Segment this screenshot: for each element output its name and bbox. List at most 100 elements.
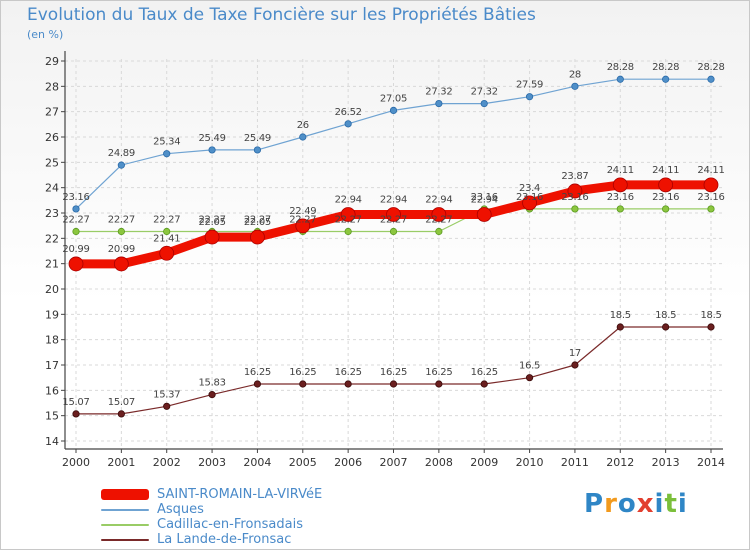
data-label: 23.4 [519,183,540,194]
data-label: 15.07 [62,397,89,408]
legend-swatch [101,539,149,541]
x-tick-label: 2006 [334,456,362,469]
x-tick-label: 2000 [62,456,90,469]
data-point [340,207,356,222]
data-point [662,205,670,213]
data-label: 15.07 [108,397,135,408]
x-tick-label: 2001 [107,456,135,469]
data-point [707,205,715,213]
data-label: 22.27 [108,214,135,225]
y-tick-label: 26 [45,131,59,144]
x-tick-label: 2003 [198,456,226,469]
y-tick-label: 15 [45,410,59,423]
data-label: 25.34 [153,137,180,148]
y-tick-label: 17 [45,359,59,372]
legend-item: Cadillac-en-Fronsadais [101,517,401,532]
data-label: 18.5 [655,310,676,321]
data-label: 16.25 [335,367,362,378]
brand-letter: i [654,489,665,519]
data-point [525,374,534,382]
data-point [299,380,307,388]
data-label: 26 [297,120,309,131]
data-point [707,323,715,331]
legend-item: SAINT-ROMAIN-LA-VIRVéE [101,487,401,502]
data-label: 24.11 [697,165,724,176]
data-label: 15.37 [153,389,180,400]
data-point [250,229,265,245]
legend-swatch [101,524,149,526]
x-tick-label: 2005 [289,456,317,469]
data-point [567,183,583,199]
data-label: 22.05 [244,217,271,228]
data-point [117,410,125,418]
data-point [389,227,398,236]
data-label: 23.16 [561,192,588,203]
data-point [480,99,488,108]
data-point [522,195,537,211]
data-label: 24.11 [652,165,679,176]
data-label: 23.16 [697,192,724,203]
data-point [571,82,579,90]
data-point [571,361,579,369]
brand-letter: r [604,489,618,519]
data-label: 22.27 [199,214,226,225]
x-tick-label: 2009 [470,456,498,469]
data-label: 15.83 [199,378,226,389]
data-label: 23.16 [607,192,634,203]
y-tick-label: 22 [45,232,59,245]
data-label: 24.11 [607,165,634,176]
data-point [253,380,262,388]
x-tick-label: 2007 [379,456,407,469]
data-point [344,380,352,388]
data-label: 17 [569,348,581,359]
y-tick-label: 27 [45,106,59,119]
data-label: 22.94 [380,195,407,206]
brand-letter: o [617,489,637,519]
data-point [72,227,80,236]
data-label: 26.52 [335,107,362,118]
x-tick-label: 2004 [243,456,271,469]
data-point [662,75,670,83]
data-point [703,177,719,193]
data-point [389,106,398,115]
y-tick-label: 21 [45,258,59,271]
data-label: 22.27 [380,214,407,225]
data-point [612,177,628,193]
data-label: 16.5 [519,361,540,372]
data-point [204,229,220,245]
data-point [525,93,534,101]
data-label: 28.28 [697,62,724,73]
data-label: 25.49 [199,133,226,144]
data-label: 27.32 [425,87,452,98]
data-label: 20.99 [108,244,135,255]
data-label: 27.32 [471,87,498,98]
brand-letter: i [677,489,688,519]
y-tick-label: 29 [45,55,59,68]
x-tick-label: 2011 [561,456,589,469]
data-point [616,75,624,83]
data-label: 23.16 [652,192,679,203]
x-tick-label: 2012 [606,456,634,469]
data-point [662,323,670,331]
x-tick-label: 2010 [516,456,544,469]
data-point [707,75,715,83]
y-tick-label: 28 [45,80,59,93]
data-point [344,227,352,236]
y-axis-unit-label: (en %) [27,28,64,41]
y-tick-label: 24 [45,182,59,195]
data-point [72,205,80,213]
data-point [72,410,80,418]
data-label: 25.49 [244,133,271,144]
data-label: 18.5 [610,310,631,321]
y-tick-label: 20 [45,283,59,296]
legend-swatch [101,509,149,511]
data-point [435,380,443,388]
x-tick-label: 2014 [697,456,725,469]
data-label: 22.27 [62,214,89,225]
data-point [113,256,129,272]
x-tick-label: 2013 [652,456,680,469]
y-tick-label: 18 [45,334,59,347]
data-point [431,207,447,222]
data-label: 22.94 [471,195,498,206]
